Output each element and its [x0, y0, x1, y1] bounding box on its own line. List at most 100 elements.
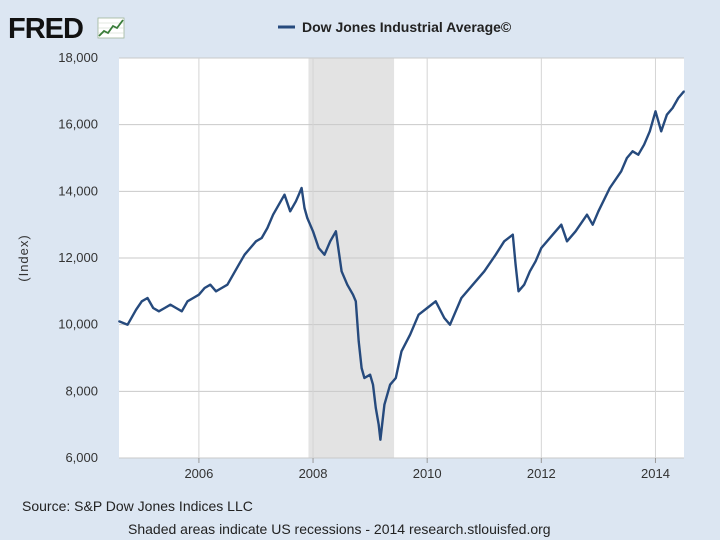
legend-label: Dow Jones Industrial Average© — [302, 19, 512, 35]
data-point — [551, 233, 554, 236]
recession-note: Shaded areas indicate US recessions - 20… — [128, 521, 551, 537]
data-point — [237, 263, 240, 266]
data-point — [383, 403, 386, 406]
data-point — [379, 438, 382, 441]
y-tick-label: 16,000 — [58, 117, 98, 132]
data-point — [665, 113, 668, 116]
y-tick-label: 8,000 — [65, 383, 98, 398]
data-point — [540, 247, 543, 249]
data-point — [683, 90, 685, 93]
x-tick-label: 2014 — [641, 466, 670, 481]
data-point — [620, 170, 623, 173]
data-point — [409, 333, 411, 336]
data-point — [215, 290, 217, 293]
data-point — [372, 383, 374, 386]
data-point — [389, 383, 391, 386]
data-point — [152, 307, 155, 309]
y-tick-label: 14,000 — [58, 183, 98, 198]
data-point — [591, 223, 594, 226]
data-point — [163, 307, 166, 309]
data-point — [426, 307, 429, 309]
data-point — [317, 247, 320, 249]
data-point — [631, 150, 634, 153]
data-point — [158, 310, 160, 313]
data-point — [529, 270, 531, 273]
data-point — [197, 293, 200, 296]
data-point — [306, 217, 309, 219]
data-point — [377, 423, 380, 426]
x-tick-label: 2006 — [184, 466, 213, 481]
data-point — [369, 373, 372, 376]
data-point — [363, 377, 366, 379]
data-point — [277, 203, 280, 206]
data-point — [597, 210, 600, 213]
data-point — [272, 213, 274, 216]
data-point — [648, 130, 651, 133]
data-point — [186, 300, 189, 303]
x-tick-label: 2008 — [299, 466, 328, 481]
data-point — [643, 143, 645, 146]
data-point — [534, 260, 537, 263]
data-point — [146, 297, 149, 299]
y-axis-title: (Index) — [16, 234, 31, 281]
data-point — [637, 153, 640, 156]
data-point — [295, 200, 297, 203]
data-point — [503, 240, 506, 243]
data-point — [454, 310, 457, 313]
data-point — [266, 227, 269, 229]
data-point — [443, 317, 446, 319]
data-point — [434, 300, 437, 303]
data-point — [374, 407, 377, 409]
data-point — [260, 237, 263, 239]
y-axis-ticks: 6,000 8,000 10,000 12,000 14,000 16,000 18,000 — [58, 50, 98, 465]
data-point — [471, 283, 474, 286]
data-point — [312, 230, 314, 233]
legend: Dow Jones Industrial Average© — [278, 19, 512, 35]
data-point — [297, 193, 300, 196]
data-point — [517, 290, 520, 293]
data-point — [671, 107, 674, 109]
data-point — [209, 283, 212, 286]
data-point — [346, 283, 349, 286]
data-point — [523, 283, 526, 286]
x-axis-ticks: 2006 2008 2010 2012 2014 — [184, 458, 670, 481]
data-point — [334, 230, 337, 233]
source-note: Source: S&P Dow Jones Indices LLC — [22, 498, 253, 514]
x-tick-label: 2010 — [413, 466, 442, 481]
data-point — [352, 293, 354, 296]
data-point — [417, 313, 420, 316]
data-point — [360, 367, 363, 369]
data-point — [626, 157, 628, 159]
data-point — [203, 287, 206, 289]
data-point — [560, 223, 563, 226]
data-point — [586, 213, 588, 216]
fred-logo-text: FRED — [8, 13, 83, 45]
data-point — [118, 320, 120, 323]
data-point — [483, 270, 486, 273]
data-point — [300, 187, 303, 189]
data-point — [226, 283, 229, 286]
fred-logo[interactable]: FRED — [8, 13, 125, 45]
x-tick-label: 2012 — [527, 466, 556, 481]
data-point — [357, 340, 360, 343]
data-point — [566, 240, 568, 243]
data-point — [400, 350, 403, 353]
data-point — [654, 110, 657, 113]
data-point — [220, 287, 223, 289]
data-point — [323, 253, 326, 256]
data-point — [511, 233, 514, 236]
data-point — [608, 187, 611, 189]
data-point — [140, 300, 143, 303]
data-point — [394, 377, 397, 379]
data-point — [135, 308, 138, 311]
data-point — [449, 323, 451, 326]
y-tick-label: 12,000 — [58, 250, 98, 265]
data-point — [243, 253, 246, 256]
data-point — [660, 130, 663, 133]
data-point — [283, 193, 286, 196]
data-point — [169, 303, 172, 306]
data-point — [329, 240, 332, 243]
data-point — [255, 240, 257, 243]
data-point — [303, 207, 306, 209]
